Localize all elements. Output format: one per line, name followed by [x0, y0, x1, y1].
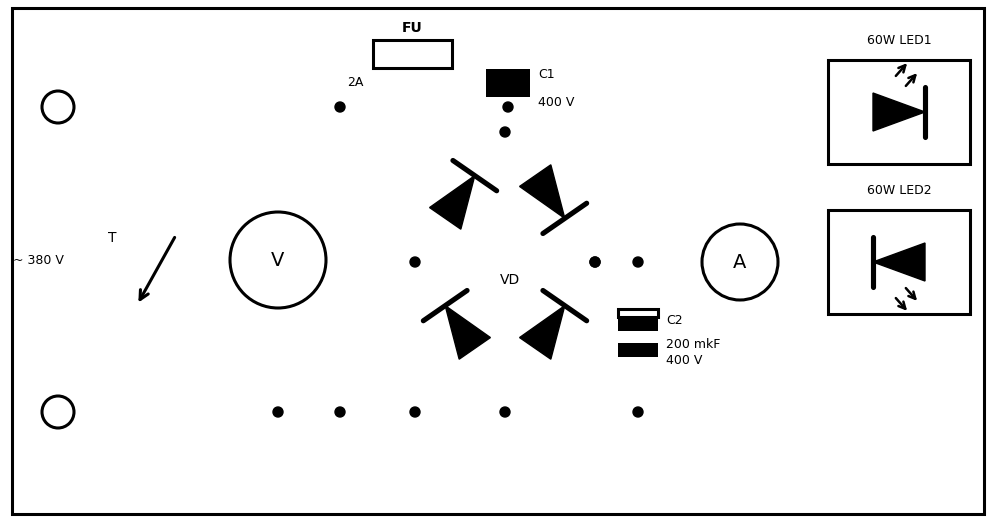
Text: C2: C2 — [666, 314, 683, 326]
Bar — [373, 40, 452, 68]
Bar — [618, 309, 658, 317]
Circle shape — [230, 212, 326, 308]
Text: A: A — [733, 253, 747, 271]
Text: V: V — [271, 251, 285, 269]
Polygon shape — [873, 93, 925, 131]
Bar — [828, 60, 970, 164]
Circle shape — [702, 224, 778, 300]
Text: 200 mkF: 200 mkF — [666, 338, 720, 351]
Bar — [828, 210, 970, 314]
Text: 60W LED2: 60W LED2 — [867, 184, 931, 196]
Circle shape — [273, 407, 283, 417]
Text: 2A: 2A — [347, 76, 363, 89]
Text: T: T — [108, 231, 116, 245]
Text: 400 V: 400 V — [538, 96, 574, 109]
Circle shape — [335, 407, 345, 417]
Text: VD: VD — [500, 273, 520, 287]
Circle shape — [633, 257, 643, 267]
Circle shape — [590, 257, 600, 267]
Text: FU: FU — [402, 21, 422, 35]
Circle shape — [633, 407, 643, 417]
Circle shape — [335, 102, 345, 112]
Polygon shape — [873, 243, 925, 281]
Circle shape — [500, 127, 510, 137]
Circle shape — [42, 91, 74, 123]
Polygon shape — [520, 165, 565, 218]
Text: 60W LED1: 60W LED1 — [867, 33, 931, 46]
Text: ~ 380 V: ~ 380 V — [13, 254, 63, 267]
Circle shape — [410, 407, 420, 417]
Circle shape — [410, 257, 420, 267]
Bar — [486, 83, 530, 97]
Circle shape — [590, 257, 600, 267]
Text: C1: C1 — [538, 68, 555, 81]
Text: 400 V: 400 V — [666, 354, 702, 367]
Circle shape — [503, 102, 513, 112]
Polygon shape — [445, 305, 490, 359]
Polygon shape — [520, 305, 565, 359]
Bar — [486, 69, 530, 83]
Circle shape — [42, 396, 74, 428]
Polygon shape — [430, 175, 475, 229]
Bar — [618, 343, 658, 357]
Bar — [618, 317, 658, 331]
Circle shape — [500, 407, 510, 417]
